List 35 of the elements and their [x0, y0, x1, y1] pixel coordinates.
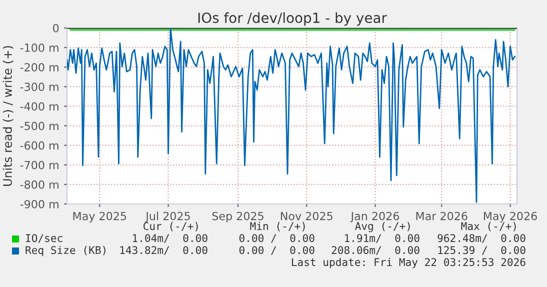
y-tick-label: -700 m [20, 160, 58, 170]
y-tick-label: 0 [53, 24, 59, 32]
x-tick-label: May 2025 [73, 212, 126, 222]
y-tick-label: -400 m [20, 102, 58, 111]
x-tick-label: Jan 2026 [350, 212, 400, 222]
legend-label: Req Size (KB) [26, 246, 106, 256]
text: 208.06m/ 0.00 [332, 246, 420, 255]
y-tick-label: -600 m [20, 141, 58, 150]
text: 1.91m/ 0.00 [345, 234, 420, 243]
y-tick-label: -100 m [20, 44, 58, 52]
y-tick-label: -800 m [20, 180, 58, 189]
text: 0.00 / 0.00 [239, 246, 314, 255]
y-tick-label: -900 m [20, 200, 58, 208]
text: Cur (-/+) [144, 222, 198, 232]
y-axis-title: Units read (-) / write (+) [2, 46, 14, 186]
text: Last update: Fri May 22 03:25:53 2026 [292, 258, 526, 268]
chart-title: IOs for /dev/loop1 - by year [198, 12, 387, 26]
x-tick-label: May 2026 [484, 212, 537, 222]
x-tick-label: Sep 2025 [212, 212, 264, 222]
y-tick-label: -300 m [20, 82, 58, 92]
text: 0.00 / 0.00 [239, 234, 314, 243]
text: Max (-/+) [461, 222, 516, 232]
text: 1.04m/ 0.00 [133, 234, 208, 243]
legend-label: IO/sec [26, 234, 62, 243]
x-tick-label: Jul 2025 [145, 212, 190, 222]
line-series [67, 28, 516, 203]
x-tick-label: Nov 2025 [280, 212, 332, 220]
text: 143.82m/ 0.00 [120, 246, 208, 255]
y-tick-label: -200 m [20, 63, 58, 72]
text: Avg (-/+) [355, 222, 410, 232]
y-tick-label: -500 m [20, 122, 58, 130]
text: Min (-/+) [250, 222, 305, 232]
text: 962.48m/ 0.00 [438, 234, 526, 243]
x-tick-label: Mar 2026 [416, 212, 468, 220]
text: 125.39 / 0.00 [438, 246, 526, 255]
